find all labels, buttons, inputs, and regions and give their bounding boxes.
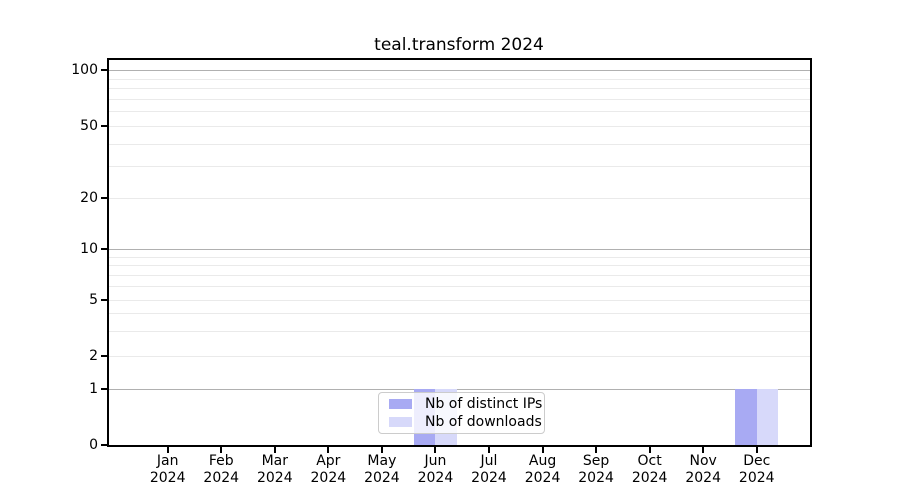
y-tick-mark bbox=[101, 69, 107, 71]
y-tick-mark bbox=[101, 248, 107, 250]
gridline-major bbox=[109, 389, 810, 390]
gridline-minor bbox=[109, 313, 810, 315]
y-tick-label: 50 bbox=[80, 118, 98, 134]
legend-item: Nb of distinct IPs bbox=[389, 397, 542, 411]
plot-border bbox=[107, 58, 812, 447]
y-tick-label: 10 bbox=[80, 241, 98, 257]
x-tick-label: Dec 2024 bbox=[738, 453, 775, 486]
x-tick-label: Jul 2024 bbox=[471, 453, 507, 486]
gridline-minor bbox=[109, 275, 810, 276]
x-tick-label: Aug 2024 bbox=[524, 453, 561, 486]
y-tick-mark bbox=[101, 197, 107, 199]
x-tick-label: Oct 2024 bbox=[631, 453, 668, 486]
gridline-minor bbox=[109, 286, 810, 287]
legend-swatch bbox=[389, 417, 412, 427]
x-tick-label: Nov 2024 bbox=[685, 453, 721, 486]
x-tick-mark bbox=[702, 447, 705, 453]
y-tick-label: 5 bbox=[89, 292, 98, 308]
legend: Nb of distinct IPs Nb of downloads bbox=[378, 392, 545, 434]
x-tick-mark bbox=[166, 447, 169, 453]
x-tick-mark bbox=[327, 447, 330, 453]
y-tick-mark bbox=[101, 355, 107, 357]
legend-item: Nb of downloads bbox=[389, 415, 542, 429]
gridline-minor bbox=[109, 126, 810, 127]
y-tick-label: 2 bbox=[89, 348, 98, 364]
y-tick-label: 100 bbox=[71, 62, 98, 78]
y-tick-label: 20 bbox=[80, 190, 98, 206]
x-tick-mark bbox=[595, 447, 598, 453]
x-tick-label: May 2024 bbox=[364, 453, 400, 486]
x-tick-label: Feb 2024 bbox=[203, 453, 240, 486]
gridline-minor bbox=[109, 143, 810, 145]
x-tick-label: Apr 2024 bbox=[310, 453, 347, 486]
y-tick-label: 1 bbox=[89, 381, 98, 397]
gridline-minor bbox=[109, 111, 810, 113]
x-tick-mark bbox=[273, 447, 276, 453]
x-tick-mark bbox=[488, 447, 490, 453]
bar-nb-of-downloads bbox=[756, 389, 779, 445]
legend-item-label: Nb of distinct IPs bbox=[425, 396, 543, 412]
legend-swatch bbox=[389, 399, 412, 409]
bar-nb-of-distinct-ips bbox=[735, 389, 757, 445]
x-tick-mark bbox=[434, 447, 437, 453]
y-tick-mark bbox=[101, 388, 107, 390]
x-tick-mark bbox=[541, 447, 544, 453]
x-tick-mark bbox=[648, 447, 651, 453]
gridline-major bbox=[109, 249, 810, 250]
y-tick-mark bbox=[101, 125, 107, 127]
gridline-minor bbox=[109, 265, 810, 267]
gridline-minor bbox=[109, 166, 810, 168]
chart-title: teal.transform 2024 bbox=[374, 35, 544, 55]
y-tick-mark bbox=[101, 299, 107, 301]
y-tick-label: 0 bbox=[89, 437, 98, 453]
y-tick-mark bbox=[101, 444, 107, 446]
gridline-minor bbox=[109, 331, 810, 332]
gridline-minor bbox=[109, 300, 810, 301]
x-tick-label: Sep 2024 bbox=[578, 453, 614, 486]
gridline-minor bbox=[109, 256, 810, 258]
gridline-minor bbox=[109, 98, 810, 100]
legend-item-label: Nb of downloads bbox=[425, 414, 542, 430]
x-tick-label: Jun 2024 bbox=[417, 453, 454, 486]
x-tick-mark bbox=[220, 447, 223, 453]
gridline-minor bbox=[109, 88, 810, 89]
gridline-minor bbox=[109, 198, 810, 199]
gridline-minor bbox=[109, 356, 810, 357]
x-tick-label: Mar 2024 bbox=[256, 453, 293, 486]
x-tick-mark bbox=[755, 447, 758, 453]
gridline-major bbox=[109, 70, 810, 71]
gridline-minor bbox=[109, 78, 810, 80]
x-tick-label: Jan 2024 bbox=[149, 453, 186, 486]
x-tick-mark bbox=[380, 447, 383, 453]
